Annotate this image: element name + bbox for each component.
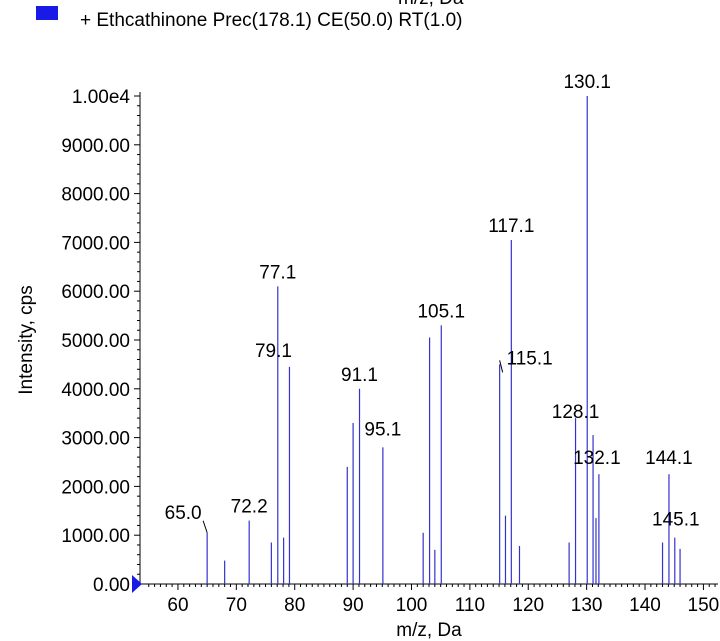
y-tick-label: 4000.00: [61, 380, 130, 401]
x-tick-label: 80: [284, 595, 305, 616]
baseline-marker: [132, 575, 142, 593]
x-tick-label: 70: [226, 595, 247, 616]
peak-labels-layer: 65.0 72.2 77.1 79.1 91.1 95.1 105.1 115.1 117.1 1…: [165, 72, 700, 533]
x-tick-label: 150: [688, 595, 720, 616]
y-tick-label: 2000.00: [61, 477, 130, 498]
peak-label: 117.1: [488, 216, 534, 237]
peak-label: 130.1: [563, 72, 611, 93]
peak-label: 95.1: [364, 419, 401, 440]
y-tick-label: 7000.00: [61, 233, 130, 254]
peak-label: 145.1: [652, 510, 700, 531]
y-axis-title: Intensity, cps: [16, 285, 37, 394]
legend-swatch: [36, 6, 58, 20]
peak-label: 65.0: [165, 503, 202, 524]
x-tick-label: 110: [455, 595, 485, 616]
y-tick-label: 9000.00: [61, 136, 130, 157]
x-tick-label: 60: [167, 595, 188, 616]
peak-label: 91.1: [341, 365, 378, 386]
peak-label: 144.1: [645, 448, 693, 469]
peak-label: 77.1: [259, 262, 296, 283]
x-axis-title: m/z, Da: [396, 620, 462, 641]
x-tick-label: 140: [629, 595, 661, 616]
peak-label: 115.1: [507, 348, 553, 369]
x-tick-label: 130: [571, 595, 603, 616]
y-tick-label: 5000.00: [61, 331, 130, 352]
peak-label: 72.2: [231, 497, 268, 518]
y-tick-label: 0.00: [93, 575, 130, 596]
peak-label: 132.1: [573, 448, 621, 469]
y-tick-label: 6000.00: [61, 282, 130, 303]
peak-label: 79.1: [255, 341, 292, 362]
y-tick-label: 3000.00: [61, 429, 130, 450]
peak-label: 128.1: [552, 402, 600, 423]
peak-label: 105.1: [417, 301, 465, 322]
y-tick-label: 1.00e4: [72, 87, 131, 108]
y-tick-label: 8000.00: [61, 185, 130, 206]
y-tick-label: 1000.00: [61, 526, 130, 547]
peaks-layer: [206, 96, 681, 584]
label-leader: [202, 520, 208, 533]
legend-label: + Ethcathinone Prec(178.1) CE(50.0) RT(1…: [80, 10, 463, 31]
x-tick-label: 90: [343, 595, 364, 616]
x-tick-label: 120: [512, 595, 544, 616]
x-tick-label: 100: [396, 595, 428, 616]
label-leader: [499, 360, 504, 373]
clipped-axis-title: m/z, Da: [398, 0, 463, 10]
